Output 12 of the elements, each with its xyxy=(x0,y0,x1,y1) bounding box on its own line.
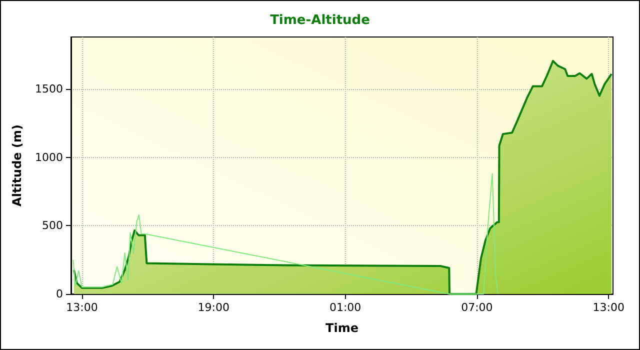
x-axis-title: Time xyxy=(326,321,358,335)
y-tick-label: 0 xyxy=(56,288,63,300)
x-tick-label: 13:00 xyxy=(66,301,98,314)
x-tick-label: 07:00 xyxy=(461,301,493,314)
y-tick-label: 500 xyxy=(42,219,63,232)
y-tick-label: 1500 xyxy=(35,82,63,96)
y-tick-label: 1000 xyxy=(35,150,63,164)
y-axis-title: Altitude (m) xyxy=(10,124,24,206)
x-tick-label: 13:00 xyxy=(592,301,624,314)
x-tick-label: 01:00 xyxy=(329,301,362,314)
chart-title: Time-Altitude xyxy=(270,13,370,28)
x-tick-label: 19:00 xyxy=(198,301,230,314)
